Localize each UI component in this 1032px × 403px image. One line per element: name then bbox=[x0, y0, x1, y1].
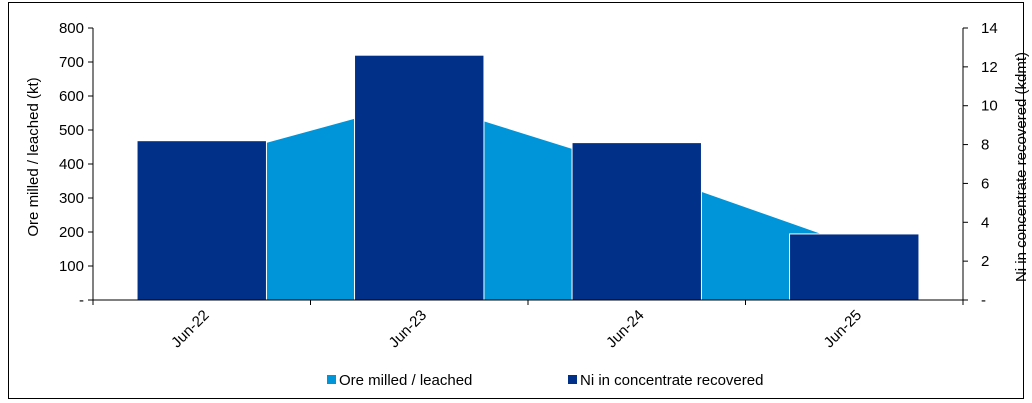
y-left-tick-label: 100 bbox=[59, 258, 84, 275]
bar-layer bbox=[136, 54, 920, 301]
legend-label-ni-recovered: Ni in concentrate recovered bbox=[580, 372, 763, 389]
y-left-tick-label: 700 bbox=[59, 54, 84, 71]
bar-ni-jun-25 bbox=[789, 233, 920, 301]
area-ore-milled bbox=[201, 101, 855, 300]
y-right-tick-label: 2 bbox=[981, 253, 989, 270]
y-left-tick-label: 500 bbox=[59, 122, 84, 139]
legend-swatch-ni-recovered bbox=[568, 375, 577, 384]
y-right-tick-label: 8 bbox=[981, 137, 989, 154]
y-left-tick-label: 200 bbox=[59, 224, 84, 241]
y-right-tick-label: 10 bbox=[981, 98, 998, 115]
x-tick-label-jun-22: Jun-22 bbox=[168, 307, 212, 351]
y-right-tick-label: 12 bbox=[981, 59, 998, 76]
area-layer bbox=[201, 101, 855, 300]
bar-ni-jun-23 bbox=[354, 54, 485, 301]
legend: Ore milled / leached Ni in concentrate r… bbox=[327, 372, 763, 389]
legend-swatch-ore-milled bbox=[327, 375, 336, 384]
x-tick-label-jun-23: Jun-23 bbox=[386, 307, 430, 351]
y-left-tick-label: 400 bbox=[59, 156, 84, 173]
y-right-axis-title: Ni in concentrate recovered (kdmt) bbox=[1013, 52, 1030, 282]
bar-ni-jun-22 bbox=[136, 140, 267, 301]
x-tick-label-jun-24: Jun-24 bbox=[603, 307, 647, 351]
y-left-tick-label: 800 bbox=[59, 20, 84, 37]
y-right-tick-label: 6 bbox=[981, 175, 989, 192]
bar-ni-jun-24 bbox=[571, 142, 702, 301]
y-left-tick-label: - bbox=[79, 292, 84, 309]
y-left-tick-label: 300 bbox=[59, 190, 84, 207]
y-right-tick-label: - bbox=[981, 292, 986, 309]
y-left-tick-label: 600 bbox=[59, 88, 84, 105]
y-left-axis-title: Ore milled / leached (kt) bbox=[25, 77, 42, 236]
y-right-tick-label: 14 bbox=[981, 20, 998, 37]
x-tick-label-jun-25: Jun-25 bbox=[821, 307, 865, 351]
legend-label-ore-milled: Ore milled / leached bbox=[339, 372, 472, 389]
y-right-tick-label: 4 bbox=[981, 214, 989, 231]
chart-border bbox=[8, 2, 1024, 399]
